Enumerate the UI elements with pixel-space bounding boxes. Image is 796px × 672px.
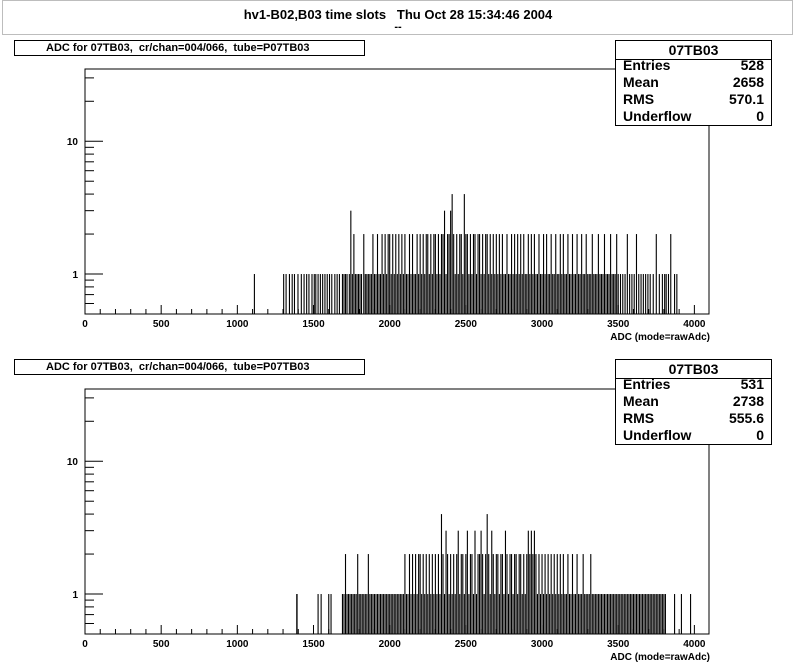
x-tick-label: 3500 — [607, 639, 630, 650]
stats-box-top: 07TB03 Entries 528 Mean 2658 RMS 570.1 U… — [615, 40, 772, 126]
histogram-title-bottom: ADC for 07TB03, cr/chan=004/066, tube=P0… — [14, 359, 365, 375]
page-subtitle: -- — [394, 21, 402, 33]
stats-row-underflow: Underflow 0 — [623, 427, 764, 444]
stats-value: 570.1 — [728, 91, 764, 107]
x-tick-label: 4000 — [683, 639, 706, 650]
y-tick-label: 1 — [72, 270, 78, 281]
stats-value: 555.6 — [728, 410, 764, 426]
stats-label: Mean — [623, 393, 659, 409]
x-tick-label: 1000 — [226, 319, 249, 330]
stats-value: 528 — [740, 57, 764, 73]
stats-divider — [616, 59, 771, 60]
stats-row-mean: Mean 2658 — [623, 74, 764, 91]
x-axis-label-top: ADC (mode=rawAdc) — [610, 332, 710, 343]
y-tick-label: 1 — [72, 590, 78, 601]
x-tick-label: 4000 — [683, 319, 706, 330]
x-tick-label: 2000 — [379, 639, 402, 650]
stats-name-bottom: 07TB03 — [668, 361, 719, 377]
x-tick-label: 3500 — [607, 319, 630, 330]
histogram-plot-bottom: 0 500 1000 1500 2000 2500 3000 3500 4000 1 10 — [67, 388, 710, 650]
stats-row-underflow: Underflow 0 — [623, 108, 764, 125]
x-axis-label-bottom: ADC (mode=rawAdc) — [610, 652, 710, 663]
stats-value: 0 — [756, 108, 764, 124]
x-tick-label: 0 — [82, 319, 88, 330]
x-tick-label: 0 — [82, 639, 88, 650]
stats-row-entries: Entries 528 — [623, 57, 764, 74]
x-tick-label: 500 — [153, 639, 170, 650]
x-tick-label: 1500 — [302, 319, 325, 330]
x-tick-label: 2500 — [455, 319, 478, 330]
stats-label: Underflow — [623, 427, 692, 443]
stats-row-mean: Mean 2738 — [623, 393, 764, 410]
stats-value: 531 — [740, 376, 764, 392]
x-tick-label: 2500 — [455, 639, 478, 650]
stats-row-rms: RMS 555.6 — [623, 410, 764, 427]
x-tick-label: 1000 — [226, 639, 249, 650]
x-tick-label: 3000 — [531, 639, 554, 650]
x-tick-label: 3000 — [531, 319, 554, 330]
stats-name-top: 07TB03 — [668, 42, 719, 58]
stats-label: Underflow — [623, 108, 692, 124]
stats-value: 2658 — [732, 74, 764, 90]
page-title: hv1-B02,B03 time slots Thu Oct 28 15:34:… — [243, 7, 553, 22]
stats-divider — [616, 378, 771, 379]
stats-label: Entries — [623, 376, 671, 392]
x-tick-label: 500 — [153, 319, 170, 330]
stats-value: 0 — [756, 427, 764, 443]
x-tick-label: 2000 — [379, 319, 402, 330]
stats-row-entries: Entries 531 — [623, 376, 764, 393]
stats-box-bottom: 07TB03 Entries 531 Mean 2738 RMS 555.6 U… — [615, 359, 772, 445]
x-tick-label: 1500 — [302, 639, 325, 650]
stats-value: 2738 — [732, 393, 764, 409]
y-tick-label: 10 — [67, 457, 79, 468]
stats-label: RMS — [623, 410, 655, 426]
histogram-title-top: ADC for 07TB03, cr/chan=004/066, tube=P0… — [14, 40, 365, 56]
page-title-bar — [2, 0, 793, 35]
stats-label: Mean — [623, 74, 659, 90]
stats-label: Entries — [623, 57, 671, 73]
histogram-plot-top: 0 500 1000 1500 2000 2500 3000 3500 4000 1 10 — [67, 68, 710, 330]
y-tick-label: 10 — [67, 137, 79, 148]
stats-label: RMS — [623, 91, 655, 107]
stats-row-rms: RMS 570.1 — [623, 91, 764, 108]
